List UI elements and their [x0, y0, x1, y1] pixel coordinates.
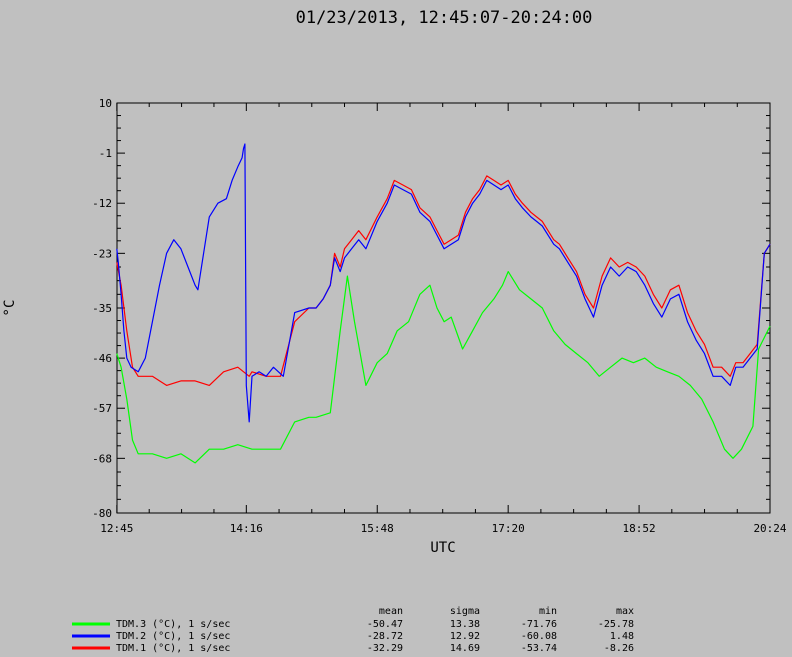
x-tick-label: 15:48: [361, 522, 394, 535]
y-tick-label: -80: [92, 507, 112, 520]
x-tick-label: 12:45: [100, 522, 133, 535]
stat-sigma: 14.69: [450, 643, 480, 654]
legend: TDM.3 (°C), 1 s/sec -50.47 13.38 -71.76 -25.…: [72, 619, 634, 654]
series-line-0: [116, 271, 771, 464]
series-line-2: [116, 175, 771, 386]
y-tick-label: -1: [99, 147, 112, 160]
x-minor-ticks: [148, 103, 738, 513]
stats-header-max: max: [616, 606, 634, 617]
y-tick-label: -68: [92, 452, 112, 465]
stat-max: -8.26: [604, 643, 634, 654]
stat-min: -71.76: [521, 619, 557, 630]
stats-header-sigma: sigma: [450, 606, 480, 617]
x-tick-label: 20:24: [753, 522, 786, 535]
y-tick-label: -23: [92, 247, 112, 260]
stats-header: mean sigma min max: [379, 606, 634, 617]
stat-mean: -28.72: [367, 631, 403, 642]
stat-mean: -50.47: [367, 619, 403, 630]
stat-min: -60.08: [521, 631, 557, 642]
series-layer: [116, 143, 771, 464]
legend-label: TDM.1 (°C), 1 s/sec: [116, 643, 230, 654]
plot-frame: [116, 102, 771, 514]
x-axis-label: UTC: [430, 540, 455, 556]
legend-label: TDM.3 (°C), 1 s/sec: [116, 619, 230, 630]
y-tick-labels: 10 -1 -12 -23 -35 -46 -57 -68 -80: [92, 97, 770, 520]
legend-label: TDM.2 (°C), 1 s/sec: [116, 631, 230, 642]
x-tick-label: 17:20: [492, 522, 525, 535]
y-minor-ticks: [117, 115, 770, 500]
stat-sigma: 13.38: [450, 619, 480, 630]
y-tick-label: -46: [92, 352, 112, 365]
x-tick-label: 14:16: [230, 522, 263, 535]
series-line-1: [116, 143, 771, 423]
y-tick-label: -35: [92, 302, 112, 315]
stat-sigma: 12.92: [450, 631, 480, 642]
stat-min: -53.74: [521, 643, 557, 654]
stat-max: -25.78: [598, 619, 634, 630]
x-tick-labels: 12:45 14:16 15:48 17:20 18:52 20:24: [100, 103, 787, 535]
chart-title: 01/23/2013, 12:45:07-20:24:00: [296, 8, 593, 28]
y-axis-label: °C: [2, 300, 18, 317]
stat-mean: -32.29: [367, 643, 403, 654]
y-tick-label: -12: [92, 197, 112, 210]
y-tick-label: 10: [99, 97, 112, 110]
stats-header-mean: mean: [379, 606, 403, 617]
y-tick-label: -57: [92, 402, 112, 415]
stat-max: 1.48: [610, 631, 634, 642]
stats-header-min: min: [539, 606, 557, 617]
x-tick-label: 18:52: [623, 522, 656, 535]
